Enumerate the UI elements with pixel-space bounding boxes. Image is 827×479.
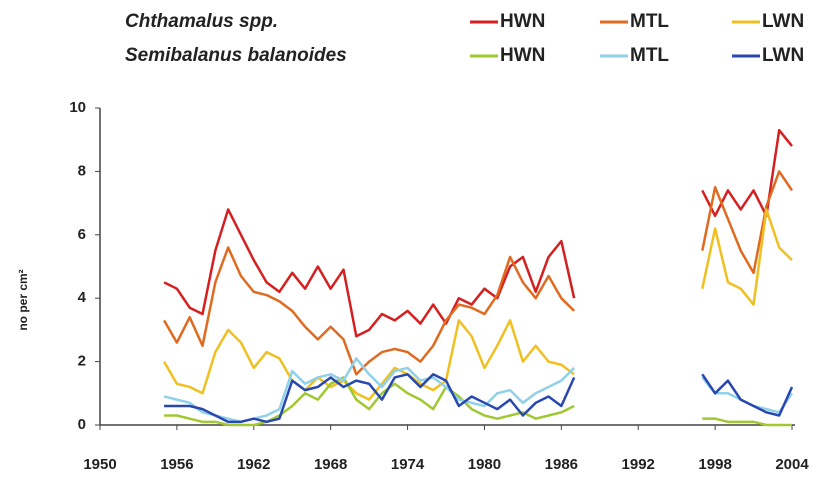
y-tick-label: 6 — [78, 226, 86, 243]
legend-group: Chthamalus spp. — [125, 11, 278, 32]
legend-label: LWN — [762, 45, 804, 66]
x-tick-label: 1956 — [160, 456, 193, 473]
legend-label: HWN — [500, 11, 545, 32]
y-tick-label: 8 — [78, 162, 86, 179]
x-tick-label: 1974 — [391, 456, 425, 473]
x-tick-label: 2004 — [775, 456, 809, 473]
legend-label: HWN — [500, 45, 545, 66]
y-tick-label: 4 — [78, 289, 87, 306]
legend-label: LWN — [762, 11, 804, 32]
series-line — [164, 373, 794, 424]
y-tick-label: 10 — [69, 99, 86, 116]
y-tick-label: 0 — [78, 416, 86, 433]
x-tick-label: 1998 — [698, 456, 731, 473]
y-tick-label: 2 — [78, 353, 86, 370]
series-line — [162, 170, 794, 376]
series-line — [162, 208, 793, 401]
x-tick-label: 1986 — [545, 456, 578, 473]
x-tick-label: 1950 — [83, 456, 116, 473]
x-tick-label: 1992 — [622, 456, 655, 473]
series-line — [163, 128, 793, 338]
x-tick-label: 1980 — [468, 456, 501, 473]
x-tick-label: 1962 — [237, 456, 270, 473]
x-tick-label: 1968 — [314, 456, 347, 473]
y-axis-label: no per cm² — [16, 269, 30, 330]
series-line — [164, 376, 792, 427]
legend-label: MTL — [630, 45, 669, 66]
legend-group: Semibalanus balanoides — [125, 45, 347, 66]
legend-label: MTL — [630, 11, 669, 32]
